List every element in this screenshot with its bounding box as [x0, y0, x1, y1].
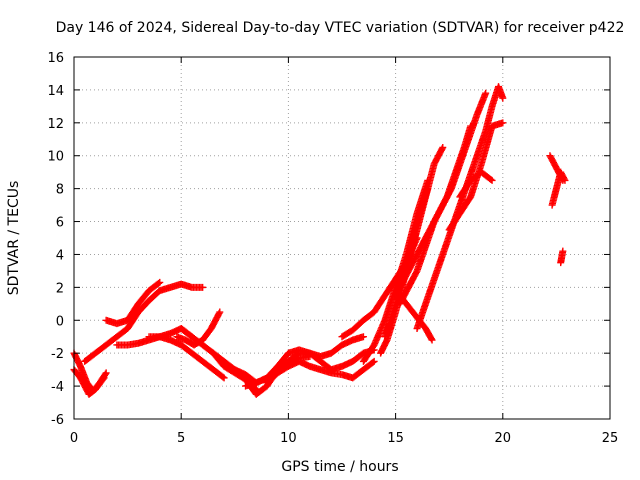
y-tick-label: -6 — [51, 413, 64, 428]
data-point — [488, 176, 496, 184]
y-tick-label: 16 — [47, 51, 64, 66]
y-tick-label: 2 — [56, 281, 64, 296]
x-tick-label: 20 — [495, 431, 512, 446]
series-arc-4 — [102, 278, 164, 328]
series-arc-25 — [548, 168, 569, 209]
y-tick-label: 8 — [56, 183, 64, 198]
series-arc-13 — [284, 346, 378, 374]
grid — [74, 57, 610, 419]
data-points — [70, 83, 569, 398]
data-point — [499, 94, 507, 102]
series-arc-3 — [81, 280, 207, 365]
data-point — [487, 175, 495, 183]
y-tick-label: 12 — [47, 117, 64, 132]
x-tick-label: 25 — [602, 431, 619, 446]
series-arc-8 — [173, 308, 224, 349]
data-point — [99, 375, 107, 383]
series-arc-19 — [396, 89, 490, 308]
y-tick-label: -4 — [51, 380, 64, 395]
data-point — [199, 283, 207, 291]
series-arc-21 — [445, 119, 507, 234]
data-point — [427, 335, 435, 343]
data-point — [215, 309, 223, 317]
x-tick-label: 15 — [387, 431, 404, 446]
series-arc-26 — [557, 247, 567, 267]
data-point — [439, 144, 447, 151]
data-point — [219, 373, 227, 381]
data-point — [220, 374, 228, 382]
chart-title: Day 146 of 2024, Sidereal Day-to-day VTE… — [56, 20, 625, 36]
y-tick-label: 10 — [47, 150, 64, 165]
series-arc-2 — [70, 366, 108, 398]
y-tick-label: 0 — [56, 314, 64, 329]
data-point — [370, 357, 378, 365]
data-point — [499, 119, 507, 127]
axis-ticks: 0 5 10 15 20 25 -6 -4 -2 0 2 4 6 8 10 12 14 16 — [47, 51, 618, 446]
y-tick-label: 14 — [47, 84, 64, 99]
x-tick-label: 0 — [70, 431, 78, 446]
data-point — [369, 358, 377, 366]
series-arc-23 — [396, 292, 436, 344]
data-point — [102, 369, 110, 377]
plot-frame — [73, 56, 611, 420]
data-point — [359, 333, 367, 341]
data-point — [561, 176, 569, 184]
data-point — [438, 145, 446, 153]
data-point — [428, 336, 436, 344]
series-arc-22 — [456, 168, 496, 201]
data-point — [559, 247, 567, 255]
x-axis-label: GPS time / hours — [281, 459, 398, 475]
y-tick-label: 6 — [56, 216, 64, 231]
data-point — [560, 175, 568, 183]
y-axis-label: SDTVAR / TECUs — [6, 181, 22, 296]
data-point — [101, 370, 109, 378]
data-point — [100, 374, 108, 382]
data-point — [156, 278, 164, 286]
data-point — [482, 89, 490, 97]
x-tick-label: 5 — [177, 431, 185, 446]
data-point — [216, 308, 224, 316]
x-tick-label: 10 — [280, 431, 297, 446]
series-arc-6 — [145, 333, 228, 382]
y-tick-label: -2 — [51, 347, 64, 362]
y-tick-label: 4 — [56, 248, 64, 263]
data-point — [155, 279, 163, 287]
